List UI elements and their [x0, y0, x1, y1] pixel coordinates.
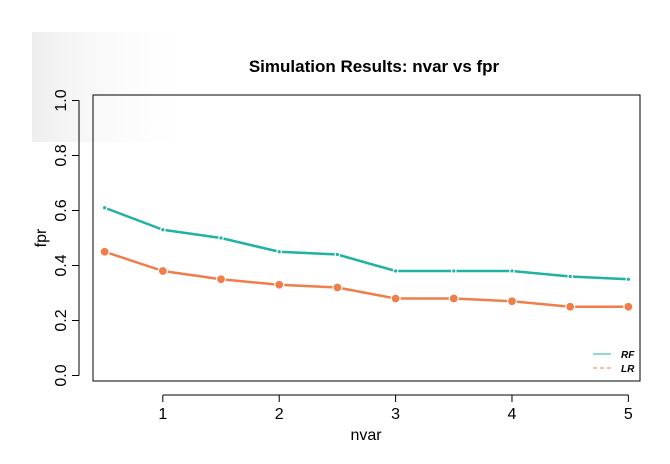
y-tick-label: 0.8: [53, 144, 70, 166]
y-tick-label: 0.6: [53, 199, 70, 221]
data-point: [101, 204, 108, 211]
x-tick-label: 1: [158, 406, 167, 423]
legend-label-lr: LR: [621, 364, 635, 375]
data-point: [565, 301, 576, 312]
data-point: [450, 268, 457, 274]
y-tick-label: 1.0: [53, 89, 70, 111]
y-tick-label: 0.0: [53, 364, 70, 386]
data-point: [509, 268, 515, 274]
x-tick-label: 2: [275, 406, 284, 423]
series-rf: [101, 204, 632, 283]
series-line-lr: [103, 250, 630, 308]
data-point: [332, 282, 343, 293]
data-point: [334, 251, 341, 258]
y-axis-label: fpr: [33, 228, 50, 247]
series-layer: [99, 204, 634, 312]
data-point: [99, 246, 110, 257]
background-shade: [32, 32, 202, 142]
y-tick-label: 0.2: [53, 309, 70, 331]
data-point: [274, 279, 285, 290]
legend: RF LR: [593, 350, 635, 375]
data-point: [567, 273, 573, 280]
data-point: [160, 226, 166, 233]
y-axis: 0.0 0.2 0.4 0.6 0.8 1.0: [53, 89, 80, 387]
chart-title: Simulation Results: nvar vs fpr: [249, 57, 500, 76]
legend-label-rf: RF: [621, 350, 635, 361]
data-point: [448, 293, 459, 304]
x-tick-label: 3: [391, 406, 400, 423]
series-line-rf: [103, 206, 630, 281]
x-axis-label: nvar: [350, 427, 382, 444]
data-point: [390, 293, 401, 304]
x-axis: 1 2 3 4 5: [158, 394, 633, 423]
y-tick-label: 0.4: [53, 254, 70, 276]
data-point: [506, 296, 518, 307]
series-lr: [99, 246, 634, 312]
x-tick-label: 4: [508, 406, 517, 423]
x-tick-label: 5: [624, 406, 633, 423]
data-point: [623, 301, 634, 312]
data-point: [392, 268, 399, 274]
data-point: [625, 276, 632, 283]
data-point: [218, 235, 224, 241]
data-point: [157, 265, 168, 277]
plot-frame: [92, 94, 641, 382]
data-point: [215, 274, 227, 285]
data-point: [276, 248, 283, 255]
